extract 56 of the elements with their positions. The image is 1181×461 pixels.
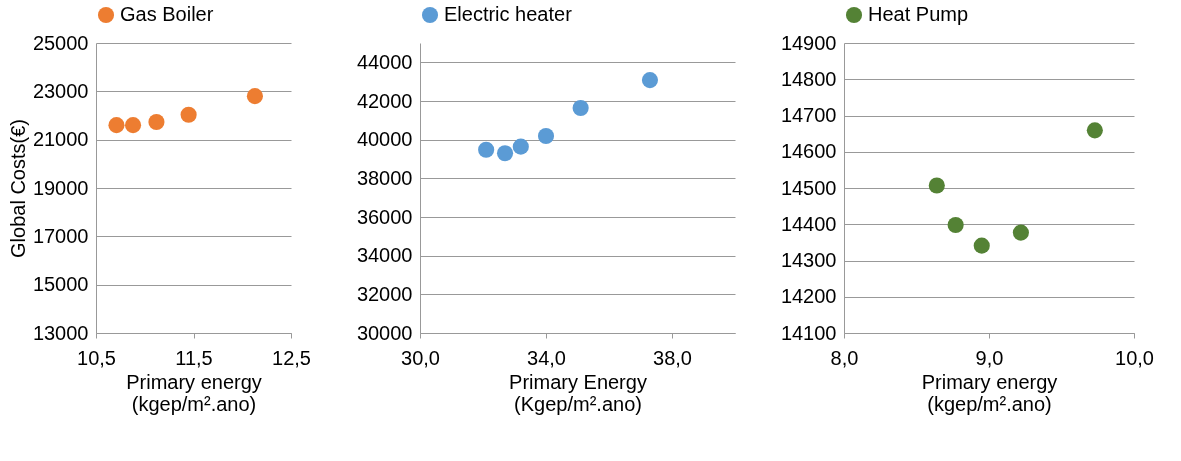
y-tick-label: 42000	[356, 89, 413, 112]
point	[973, 237, 990, 254]
y-tick-label: 17000	[32, 224, 89, 247]
y-tick-label: 36000	[356, 205, 413, 228]
y-tick-label: 14700	[780, 104, 837, 126]
y-tick-label: 14100	[780, 321, 837, 344]
y-tick-label: 13000	[32, 321, 89, 344]
point	[108, 117, 125, 134]
x-tick-label: 38,0	[653, 346, 692, 369]
x-tick-label: 30,0	[401, 346, 440, 369]
x-axis-title: Primary energy (kgep/m².ano)	[921, 370, 1058, 415]
point	[572, 99, 589, 117]
y-tick-label: 14500	[780, 176, 837, 199]
point	[180, 106, 197, 123]
y-axis-title: Global Costs(€)	[6, 119, 29, 258]
legend-label: Electric heater	[444, 3, 573, 25]
point	[124, 117, 142, 134]
x-tick-label: 8,0	[830, 346, 859, 369]
point	[537, 127, 555, 145]
y-tick-label: 14300	[780, 249, 837, 271]
y-tick-label: 23000	[32, 79, 89, 102]
point	[641, 72, 659, 89]
y-tick-label: 34000	[356, 244, 413, 267]
x-tick-label: 10,5	[77, 346, 116, 369]
point	[148, 113, 165, 131]
y-tick-label: 14200	[780, 285, 837, 308]
y-tick-label: 38000	[356, 166, 413, 189]
y-tick-label: 21000	[32, 128, 89, 151]
y-tick-label: 14800	[780, 67, 837, 90]
x-tick-label: 9,0	[975, 346, 1004, 369]
y-tick-label: 14600	[780, 140, 837, 163]
point	[1086, 122, 1103, 139]
y-tick-label: 44000	[356, 50, 413, 73]
y-tick-label: 15000	[32, 273, 89, 296]
y-tick-label: 30000	[356, 321, 413, 344]
y-tick-label: 14400	[780, 212, 837, 235]
point	[512, 138, 529, 155]
y-tick-label: 25000	[32, 31, 89, 54]
y-tick-label: 14900	[780, 31, 837, 54]
point	[496, 145, 514, 162]
point	[246, 88, 263, 105]
point	[478, 141, 495, 158]
x-tick-label: 12,5	[272, 346, 311, 369]
legend-label: Heat Pump	[868, 3, 969, 25]
y-tick-label: 32000	[356, 282, 413, 305]
legend-label: Gas Boiler	[120, 3, 214, 25]
y-tick-label: 40000	[356, 128, 413, 151]
x-tick-label: 34,0	[527, 346, 566, 369]
x-axis-title: Primary Energy (Kgep/m².ano)	[509, 370, 647, 415]
x-tick-label: 10,0	[1115, 346, 1154, 369]
point	[947, 216, 964, 234]
point	[1012, 224, 1029, 241]
point	[928, 177, 945, 194]
y-tick-label: 19000	[32, 176, 89, 199]
x-axis-title: Primary energy (kgep/m².ano)	[126, 370, 262, 415]
x-tick-label: 11,5	[175, 346, 213, 369]
